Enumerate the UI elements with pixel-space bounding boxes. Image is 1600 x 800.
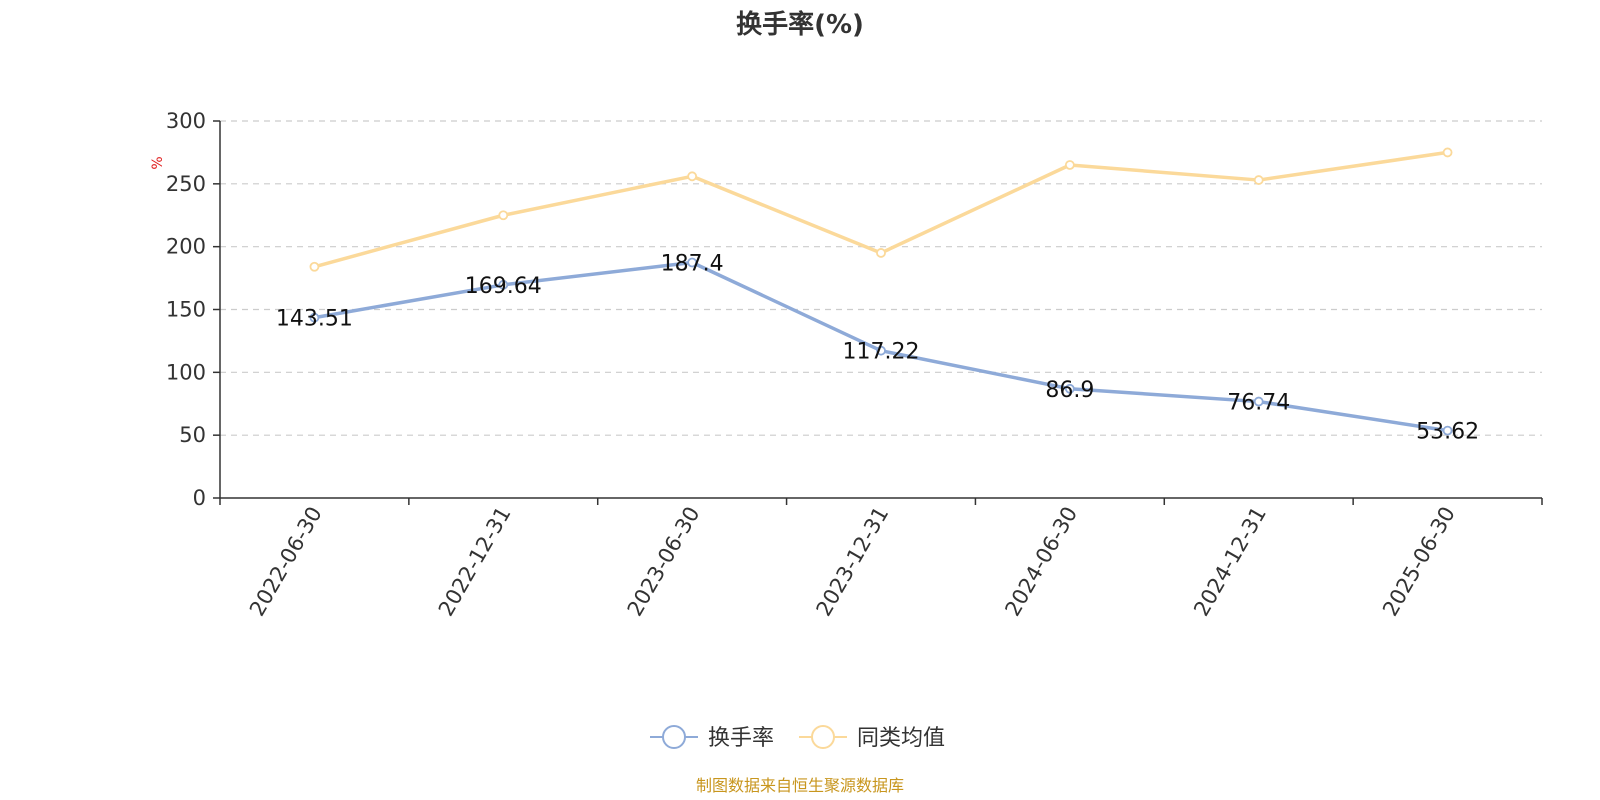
- y-tick-label: 100: [166, 360, 206, 384]
- y-tick-label: 200: [166, 235, 206, 259]
- legend-label: 换手率: [708, 726, 774, 751]
- data-label: 117.22: [843, 340, 920, 365]
- legend-marker: [662, 725, 686, 749]
- data-point-1: [1253, 175, 1264, 185]
- data-point-1: [876, 248, 886, 258]
- data-label: 53.62: [1416, 420, 1479, 445]
- x-tick-label: 2024-12-31: [1189, 503, 1271, 621]
- y-tick-label: 0: [193, 486, 206, 510]
- data-label: 143.51: [276, 307, 353, 332]
- data-point-1: [1064, 160, 1075, 170]
- data-label: 169.64: [465, 274, 542, 299]
- data-point-1: [1442, 147, 1453, 158]
- data-label: 187.4: [661, 252, 724, 277]
- data-label: 76.74: [1227, 391, 1290, 416]
- data-point-0: [309, 312, 320, 323]
- y-axis-unit-label: %: [150, 156, 166, 169]
- y-tick-label: 150: [166, 298, 206, 322]
- y-tick-label: 50: [179, 423, 206, 447]
- gridlines: [220, 120, 1542, 436]
- x-tick-label: 2023-06-30: [623, 503, 705, 621]
- source-note: 制图数据来自恒生聚源数据库: [696, 776, 904, 795]
- data-point-0: [1253, 396, 1264, 407]
- data-point-0: [687, 257, 698, 268]
- x-tick-label: 2023-12-31: [812, 503, 894, 621]
- data-point-0: [876, 345, 886, 356]
- x-tick-label: 2025-06-30: [1378, 503, 1460, 621]
- legend-marker: [811, 725, 835, 749]
- data-point-1: [687, 171, 698, 182]
- x-tick-label: 2022-06-30: [245, 503, 327, 621]
- data-point-1: [498, 210, 509, 221]
- y-tick-label: 250: [166, 172, 206, 196]
- legend-item: 换手率: [650, 725, 774, 751]
- data-point-0: [1064, 383, 1075, 394]
- data-point-1: [309, 261, 320, 272]
- legend-label: 同类均值: [857, 726, 945, 751]
- legend-item: 同类均值: [799, 725, 945, 751]
- data-label: 86.9: [1045, 378, 1094, 403]
- y-tick-label: 300: [166, 109, 206, 133]
- chart-title: 换手率(%): [736, 9, 864, 40]
- x-tick-label: 2024-06-30: [1000, 503, 1082, 621]
- series: [309, 147, 1453, 436]
- data-point-0: [498, 279, 509, 290]
- data-labels: 143.51 169.64 187.4 117.22 86.9 76.74 53.62: [276, 252, 1479, 445]
- legend: 换手率 同类均值: [650, 725, 945, 751]
- data-point-0: [1442, 425, 1453, 436]
- x-tick-label: 2022-12-31: [434, 503, 516, 621]
